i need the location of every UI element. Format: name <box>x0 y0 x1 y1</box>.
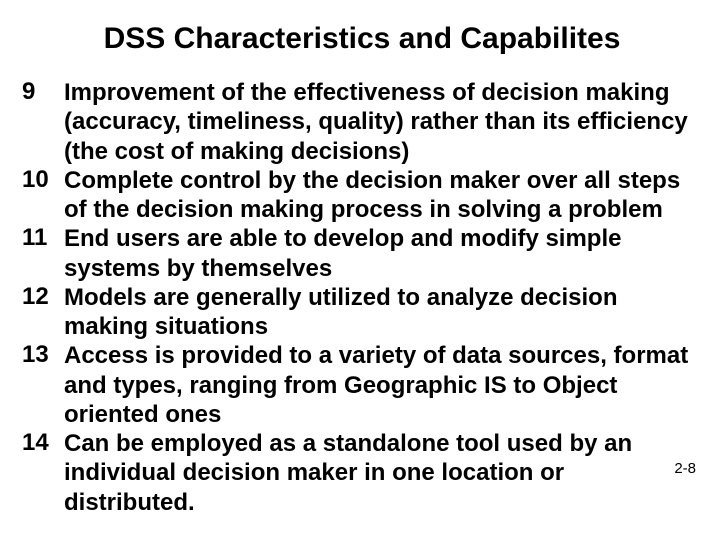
item-number: 9 <box>22 78 64 106</box>
item-text: Complete control by the decision maker o… <box>64 166 692 225</box>
item-text: Improvement of the effectiveness of deci… <box>64 78 692 166</box>
item-number: 12 <box>22 283 64 311</box>
slide-title: DSS Characteristics and Capabilites <box>22 22 692 56</box>
page-number: 2-8 <box>674 460 696 477</box>
list-item: 10 Complete control by the decision make… <box>22 166 692 225</box>
item-text: End users are able to develop and modify… <box>64 224 692 283</box>
slide: DSS Characteristics and Capabilites 9 Im… <box>0 0 720 540</box>
list-item: 14 Can be employed as a standalone tool … <box>22 429 692 517</box>
item-text: Can be employed as a standalone tool use… <box>64 429 692 517</box>
item-number: 13 <box>22 341 64 369</box>
list-item: 13 Access is provided to a variety of da… <box>22 341 692 429</box>
item-number: 10 <box>22 166 64 194</box>
list-item: 9 Improvement of the effectiveness of de… <box>22 78 692 166</box>
item-number: 11 <box>22 224 64 252</box>
item-number: 14 <box>22 429 64 457</box>
item-text: Access is provided to a variety of data … <box>64 341 692 429</box>
list-item: 11 End users are able to develop and mod… <box>22 224 692 283</box>
item-text: Models are generally utilized to analyze… <box>64 283 692 342</box>
bullet-list: 9 Improvement of the effectiveness of de… <box>22 78 692 517</box>
list-item: 12 Models are generally utilized to anal… <box>22 283 692 342</box>
